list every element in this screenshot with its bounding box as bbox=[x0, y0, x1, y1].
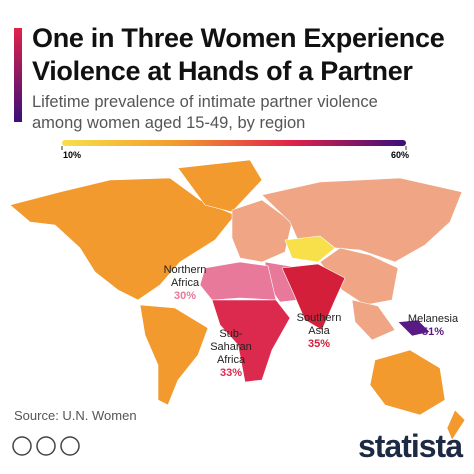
region-value: 35% bbox=[307, 338, 331, 350]
legend-max-label: 60% bbox=[391, 150, 409, 160]
accent-bar bbox=[14, 28, 22, 122]
region-value: 33% bbox=[219, 367, 243, 379]
title: One in Three Women Experience Violence a… bbox=[32, 23, 445, 86]
legend-gradient bbox=[62, 140, 406, 146]
region-name: Sub-Saharan Africa bbox=[210, 328, 252, 366]
region-name: Northern Africa bbox=[163, 264, 207, 289]
subtitle: Lifetime prevalence of intimate partner … bbox=[32, 93, 378, 132]
brand: statista bbox=[357, 428, 463, 464]
region-name: Melanesia bbox=[407, 313, 459, 325]
license-icons bbox=[12, 436, 80, 456]
region-shape bbox=[199, 261, 277, 301]
region-value: 51% bbox=[421, 326, 445, 338]
legend-min-label: 10% bbox=[63, 150, 81, 160]
land bbox=[9, 159, 466, 441]
region-shape bbox=[281, 263, 346, 331]
region-name: Southern Asia bbox=[296, 312, 342, 337]
region-shape bbox=[397, 319, 431, 337]
region-shape bbox=[211, 299, 291, 383]
region-value: 30% bbox=[173, 290, 197, 302]
source: Source: U.N. Women bbox=[14, 408, 137, 423]
